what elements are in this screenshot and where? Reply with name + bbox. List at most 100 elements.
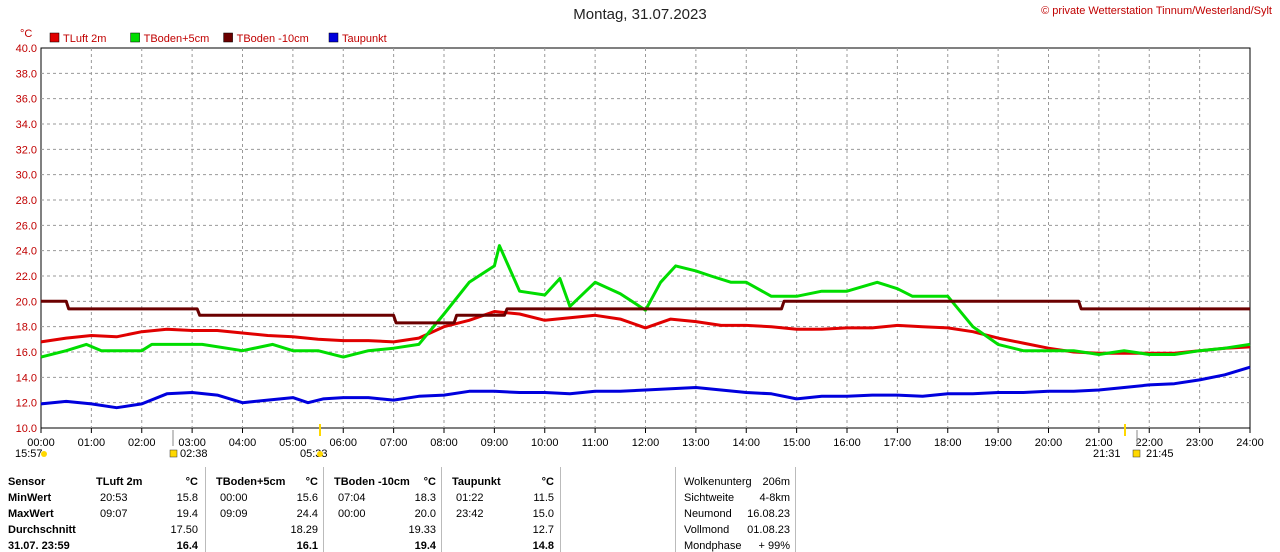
sun-moon-time: 21:45 [1146,448,1174,460]
y-tick-label: 22.0 [16,271,37,283]
x-tick-label: 08:00 [430,437,458,449]
stat-value: 19.4 [176,508,198,520]
x-tick-label: 17:00 [884,437,912,449]
y-tick-label: 28.0 [16,195,37,207]
table-divider [441,467,442,552]
y-tick-label: 16.0 [16,347,37,359]
x-tick-label: 14:00 [732,437,760,449]
stat-value: 18.29 [290,524,318,536]
sun-moon-time: 15:57 [15,448,43,460]
y-unit-label: °C [20,28,32,40]
column-unit: °C [185,476,198,488]
stat-value: 14.8 [532,540,554,552]
legend-label-0: TLuft 2m [63,33,106,45]
x-tick-label: 16:00 [833,437,861,449]
y-tick-label: 34.0 [16,119,37,131]
row-label: Durchschnitt [8,524,76,536]
stat-value: 18.3 [414,492,436,504]
x-tick-label: 13:00 [682,437,710,449]
stat-value: 16.4 [176,540,198,552]
y-tick-label: 14.0 [16,372,37,384]
column-header: Taupunkt [452,476,501,488]
series-line-2 [41,299,1250,325]
legend-label-2: TBoden -10cm [237,33,309,45]
info-label: Neumond [684,508,732,520]
stat-value: 17.50 [170,524,198,536]
table-divider [323,467,324,552]
stat-time: 20:53 [100,492,128,504]
moon-icon [1132,449,1141,458]
y-tick-label: 26.0 [16,220,37,232]
stat-value: 19.33 [408,524,436,536]
x-tick-label: 01:00 [78,437,106,449]
stat-value: 15.0 [532,508,554,520]
x-tick-label: 02:00 [128,437,156,449]
stat-value: 11.5 [533,492,554,504]
stat-time: 01:22 [456,492,484,504]
column-header: TLuft 2m [96,476,143,488]
sun-icon [317,451,323,457]
temperature-chart: °C 10.0 12.0 14.0 16.0 18.0 20.0 22.0 24.0 26.0 28… [15,28,1264,460]
legend-swatch [49,32,60,43]
y-tick-label: 36.0 [16,94,37,106]
sun-icon [41,451,47,457]
y-tick-label: 30.0 [16,170,37,182]
info-value: 16.08.23 [747,508,790,520]
sun-moon-time: 21:31 [1093,448,1121,460]
sun-moon-time: 05:33 [300,448,328,460]
y-tick-label: 10.0 [16,423,37,435]
row-label: Sensor [8,476,46,488]
legend-swatch [328,32,339,43]
moon-icon [169,449,178,458]
y-tick-label: 38.0 [16,68,37,80]
stat-time: 00:00 [220,492,248,504]
info-label: Vollmond [684,524,730,536]
x-tick-label: 24:00 [1236,437,1264,449]
y-tick-label: 20.0 [16,296,37,308]
row-label: MaxWert [8,508,54,520]
stat-value: 12.7 [532,524,554,536]
copyright-note: © private Wetterstation Tinnum/Westerlan… [1041,5,1272,17]
chart-title: Montag, 31.07.2023 [573,6,707,23]
info-label: Sichtweite [684,492,735,504]
x-tick-label: 12:00 [632,437,660,449]
y-tick-label: 32.0 [16,144,37,156]
table-divider [675,467,676,552]
x-tick-label: 07:00 [380,437,408,449]
x-tick-label: 03:00 [178,437,206,449]
stat-value: 16.1 [296,540,318,552]
x-tick-label: 06:00 [329,437,357,449]
stat-time: 07:04 [338,492,366,504]
column-unit: °C [541,476,554,488]
y-tick-label: 12.0 [16,398,37,410]
stat-value: 15.6 [296,492,318,504]
x-tick-label: 21:00 [1085,437,1113,449]
stat-value: 19.4 [414,540,436,552]
plot-area [40,47,1251,429]
info-value: 4-8km [759,492,790,504]
x-tick-label: 22:00 [1135,437,1163,449]
x-tick-label: 11:00 [582,437,609,449]
column-unit: °C [305,476,318,488]
legend-label-1: TBoden+5cm [144,33,210,45]
stat-time: 00:00 [338,508,366,520]
legend-label-3: Taupunkt [342,33,387,45]
series-line-3 [40,365,1251,410]
sun-moon-time: 02:38 [180,448,208,460]
series-line-1 [40,244,1251,359]
row-label: MinWert [8,492,52,504]
info-label: Mondphase [684,540,742,552]
y-tick-label: 18.0 [16,322,37,334]
info-value: + 99% [758,540,791,552]
legend-swatch [130,32,140,43]
x-tick-label: 18:00 [934,437,962,449]
y-tick-label: 24.0 [16,246,37,258]
stat-value: 15.8 [176,492,198,504]
stat-time: 23:42 [456,508,484,520]
x-tick-label: 19:00 [984,437,1012,449]
x-tick-label: 15:00 [783,437,811,449]
y-tick-label: 40.0 [16,43,37,55]
series-line-0 [40,310,1251,355]
table-divider [795,467,796,552]
stat-time: 09:09 [220,508,248,520]
